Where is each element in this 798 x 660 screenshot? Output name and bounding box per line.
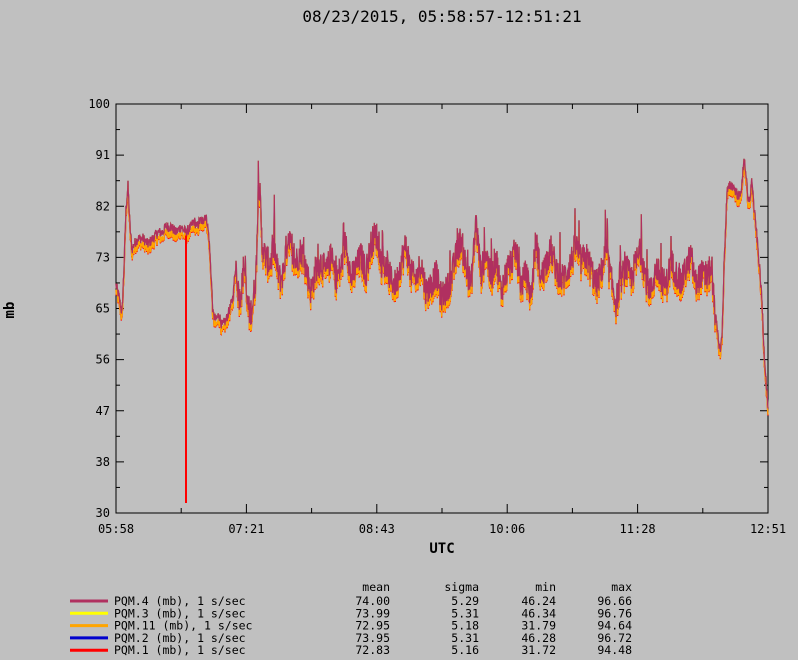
x-tick-label: 11:28	[620, 522, 656, 536]
series-lines	[115, 158, 769, 503]
x-axis-tick-labels: 05:58 07:21 08:43 10:06 11:28 12:51	[98, 522, 786, 536]
y-tick-label: 30	[96, 506, 110, 520]
y-axis-label: mb	[2, 302, 18, 319]
legend-stat-value: 5.31	[451, 631, 479, 645]
y-tick-label: 56	[96, 353, 110, 367]
legend-stat-value: 46.24	[521, 594, 556, 608]
legend-stat-value: 94.64	[597, 619, 632, 633]
legend-stat-value: 94.48	[597, 643, 632, 657]
legend-stats-header: min	[535, 580, 556, 594]
legend-stat-value: 72.95	[355, 619, 390, 633]
x-tick-label: 12:51	[750, 522, 786, 536]
legend-stat-value: 73.95	[355, 631, 390, 645]
x-tick-label: 07:21	[228, 522, 264, 536]
legend-stat-value: 72.83	[355, 643, 390, 657]
legend-series-name: PQM.3 (mb), 1 s/sec	[114, 606, 246, 620]
y-tick-label: 47	[96, 404, 110, 418]
legend-stats-header: sigma	[444, 580, 479, 594]
legend-stat-value: 5.29	[451, 594, 479, 608]
legend-stat-value: 31.72	[521, 643, 556, 657]
legend-series-name: PQM.11 (mb), 1 s/sec	[114, 619, 252, 633]
y-tick-label: 73	[96, 250, 110, 264]
legend-stats-header: max	[611, 580, 632, 594]
y-tick-label: 82	[96, 199, 110, 213]
x-axis-label: UTC	[429, 541, 454, 557]
y-tick-label: 65	[96, 302, 110, 316]
y-tick-label: 100	[88, 97, 110, 111]
chart-title: 08/23/2015, 05:58:57-12:51:21	[302, 7, 581, 26]
legend-stat-value: 73.99	[355, 606, 390, 620]
legend-stat-value: 5.31	[451, 606, 479, 620]
legend-stat-value: 46.28	[521, 631, 556, 645]
legend-stat-value: 31.79	[521, 619, 556, 633]
legend: mean sigma min max PQM.4 (mb), 1 s/sec 74.00 5…	[70, 580, 632, 657]
legend-stat-value: 46.34	[521, 606, 556, 620]
legend-stat-value: 96.76	[597, 606, 632, 620]
legend-stat-value: 74.00	[355, 594, 390, 608]
y-tick-label: 91	[96, 148, 110, 162]
legend-stat-value: 96.72	[597, 631, 632, 645]
y-tick-label: 38	[96, 455, 110, 469]
legend-stats-header: mean	[362, 580, 390, 594]
y-axis-tick-labels: 100 91 82 73 65 56 47 38 30	[88, 97, 110, 520]
legend-series-name: PQM.2 (mb), 1 s/sec	[114, 631, 246, 645]
x-tick-label: 08:43	[359, 522, 395, 536]
legend-series-name: PQM.1 (mb), 1 s/sec	[114, 643, 246, 657]
x-tick-label: 05:58	[98, 522, 134, 536]
legend-stat-value: 96.66	[597, 594, 632, 608]
series-line	[115, 158, 769, 409]
legend-series-name: PQM.4 (mb), 1 s/sec	[114, 594, 246, 608]
x-tick-label: 10:06	[489, 522, 525, 536]
legend-stat-value: 5.18	[451, 619, 479, 633]
legend-stat-value: 5.16	[451, 643, 479, 657]
axis-ticks	[115, 103, 769, 514]
